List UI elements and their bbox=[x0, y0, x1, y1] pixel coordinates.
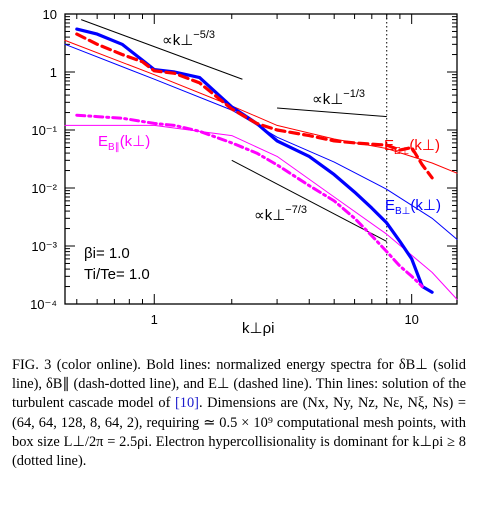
y-tick-label: 10⁻² bbox=[31, 181, 57, 196]
param-beta-i: βi= 1.0 bbox=[84, 245, 130, 262]
caption-text-1: FIG. 3 (color online). Bold lines: norma… bbox=[12, 357, 466, 412]
slope-guide-line bbox=[80, 19, 243, 80]
figure-caption: FIG. 3 (color online). Bold lines: norma… bbox=[12, 356, 466, 471]
slope-exponent: −1/3 bbox=[343, 88, 365, 100]
slope-guides bbox=[80, 19, 387, 242]
series-line bbox=[64, 124, 458, 300]
x-tick-label: 10 bbox=[404, 312, 418, 327]
spectra-series bbox=[64, 27, 458, 300]
curve-label-main: E bbox=[384, 137, 394, 154]
slope-label-minus-1-3: ∝k⊥−1/3 bbox=[312, 88, 365, 108]
axis-tick-labels: 1 10 10⁻⁴ 10⁻³ 10⁻² 10⁻¹ 1 10 bbox=[30, 7, 419, 327]
plot-frame bbox=[64, 13, 458, 305]
slope-label-minus-5-3: ∝k⊥−5/3 bbox=[162, 29, 215, 49]
slope-guide-line bbox=[231, 159, 387, 242]
curve-label-main: E bbox=[385, 197, 395, 214]
curve-label-tail: (k⊥) bbox=[120, 133, 151, 150]
x-tick-label: 1 bbox=[151, 312, 158, 327]
series-line bbox=[64, 43, 458, 240]
curve-label-sub: B⊥ bbox=[395, 206, 410, 217]
slope-exponent: −5/3 bbox=[193, 29, 215, 41]
slope-label-minus-7-3: ∝k⊥−7/3 bbox=[254, 204, 307, 224]
x-axis-label: k⊥ρi bbox=[242, 320, 274, 337]
y-tick-label: 1 bbox=[50, 65, 57, 80]
slope-label-text: ∝k⊥ bbox=[162, 32, 193, 49]
slope-label-text: ∝k⊥ bbox=[254, 207, 285, 224]
curve-label-tail: (k⊥) bbox=[409, 137, 440, 154]
curve-label-sub: E⊥ bbox=[394, 146, 409, 157]
slope-exponent: −7/3 bbox=[285, 204, 307, 216]
curve-label-main: E bbox=[98, 133, 108, 150]
y-tick-label: 10 bbox=[43, 7, 57, 22]
y-tick-label: 10⁻³ bbox=[31, 239, 57, 254]
y-tick-label: 10⁻⁴ bbox=[30, 297, 57, 312]
caption-text-2: . Dimensions are (Nx, Ny, Nz, Nε, Nξ, Ns… bbox=[12, 395, 466, 470]
caption-reference-link[interactable]: [10] bbox=[174, 395, 199, 412]
curve-label-e-perp: EE⊥(k⊥) bbox=[384, 137, 440, 157]
series-line bbox=[75, 32, 434, 180]
series-line bbox=[75, 27, 434, 294]
curve-label-tail: (k⊥) bbox=[410, 197, 441, 214]
param-ti-te: Ti/Te= 1.0 bbox=[84, 266, 150, 283]
y-tick-label: 10⁻¹ bbox=[31, 123, 57, 138]
series-line bbox=[75, 113, 424, 288]
curve-label-sub: B∥ bbox=[108, 142, 120, 153]
curve-label-b-perp: EB⊥(k⊥) bbox=[385, 197, 441, 217]
axis-ticks bbox=[65, 13, 457, 305]
curve-label-b-par: EB∥(k⊥) bbox=[98, 133, 150, 153]
slope-guide-line bbox=[277, 107, 387, 118]
slope-label-text: ∝k⊥ bbox=[312, 91, 343, 108]
